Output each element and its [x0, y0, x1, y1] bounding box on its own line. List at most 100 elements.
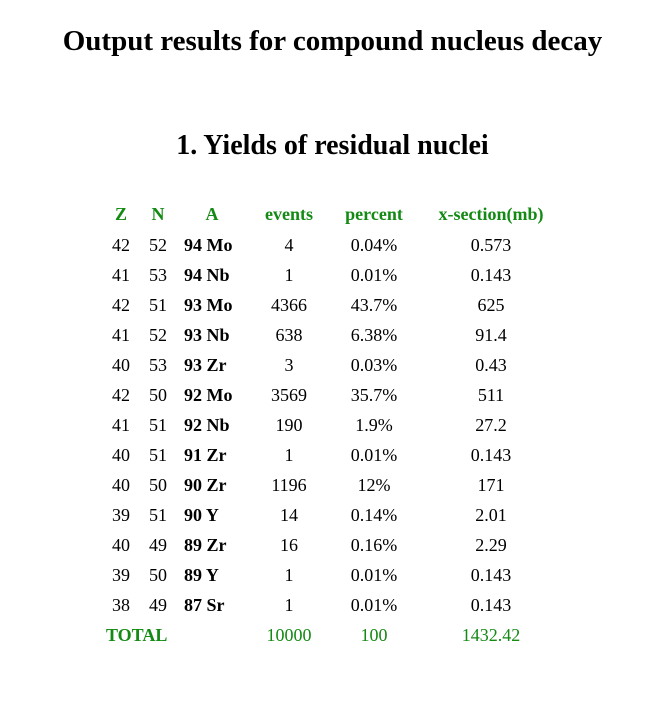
- section-title: 1. Yields of residual nuclei: [176, 130, 489, 161]
- cell-nucleus: 93 Mo: [184, 294, 233, 315]
- table-row: 42 50 92 Mo 3569 35.7% 511: [102, 380, 564, 410]
- cell-events: 1: [284, 264, 294, 285]
- cell-n: 53: [149, 354, 167, 375]
- cell-percent: 1.9%: [355, 414, 393, 435]
- header-percent: percent: [345, 203, 403, 224]
- cell-x-section: 0.143: [470, 594, 512, 615]
- cell-n: 52: [149, 234, 167, 255]
- cell-events: 638: [275, 324, 303, 345]
- cell-n: 53: [149, 264, 167, 285]
- table-row: 40 49 89 Zr 16 0.16% 2.29: [102, 530, 564, 560]
- cell-percent: 0.01%: [350, 264, 398, 285]
- table-row: 41 52 93 Nb 638 6.38% 91.4: [102, 320, 564, 350]
- cell-z: 38: [112, 594, 130, 615]
- cell-events: 16: [280, 534, 298, 555]
- cell-n: 51: [149, 504, 167, 525]
- total-percent: 100: [360, 624, 388, 645]
- cell-percent: 12%: [357, 474, 391, 495]
- cell-x-section: 625: [477, 294, 505, 315]
- cell-z: 40: [112, 474, 130, 495]
- cell-n: 51: [149, 414, 167, 435]
- cell-n: 50: [149, 384, 167, 405]
- cell-z: 39: [112, 504, 130, 525]
- cell-x-section: 511: [477, 384, 505, 405]
- cell-x-section: 2.01: [475, 504, 507, 525]
- cell-percent: 0.01%: [350, 444, 398, 465]
- cell-x-section: 0.143: [470, 564, 512, 585]
- cell-nucleus: 92 Mo: [184, 384, 233, 405]
- table-row: 40 51 91 Zr 1 0.01% 0.143: [102, 440, 564, 470]
- header-x-section: x-section(mb): [438, 203, 544, 224]
- table-row: 39 50 89 Y 1 0.01% 0.143: [102, 560, 564, 590]
- cell-x-section: 0.573: [470, 234, 512, 255]
- cell-nucleus: 94 Nb: [184, 264, 230, 285]
- cell-events: 1: [284, 594, 294, 615]
- cell-z: 41: [112, 324, 130, 345]
- cell-z: 42: [112, 384, 130, 405]
- cell-n: 49: [149, 534, 167, 555]
- cell-x-section: 2.29: [475, 534, 507, 555]
- cell-events: 4: [284, 234, 294, 255]
- cell-nucleus: 87 Sr: [184, 594, 225, 615]
- cell-nucleus: 92 Nb: [184, 414, 230, 435]
- cell-percent: 0.03%: [350, 354, 398, 375]
- cell-events: 1196: [271, 474, 307, 495]
- total-row: TOTAL 10000 100 1432.42: [102, 620, 564, 650]
- cell-percent: 35.7%: [350, 384, 398, 405]
- cell-percent: 6.38%: [350, 324, 398, 345]
- table-row: 42 52 94 Mo 4 0.04% 0.573: [102, 230, 564, 260]
- cell-z: 42: [112, 294, 130, 315]
- header-z: Z: [114, 203, 127, 224]
- cell-x-section: 0.43: [475, 354, 507, 375]
- table-row: 40 53 93 Zr 3 0.03% 0.43: [102, 350, 564, 380]
- cell-percent: 0.01%: [350, 564, 398, 585]
- table-row: 41 51 92 Nb 190 1.9% 27.2: [102, 410, 564, 440]
- cell-nucleus: 91 Zr: [184, 444, 227, 465]
- cell-percent: 0.14%: [350, 504, 398, 525]
- page-title: Output results for compound nucleus deca…: [62, 25, 603, 57]
- cell-z: 41: [112, 414, 130, 435]
- cell-n: 50: [149, 474, 167, 495]
- table-row: 41 53 94 Nb 1 0.01% 0.143: [102, 260, 564, 290]
- total-x-section: 1432.42: [461, 624, 521, 645]
- cell-x-section: 0.143: [470, 444, 512, 465]
- table-row: 38 49 87 Sr 1 0.01% 0.143: [102, 590, 564, 620]
- cell-n: 52: [149, 324, 167, 345]
- cell-nucleus: 90 Zr: [184, 474, 227, 495]
- cell-events: 3569: [271, 384, 307, 405]
- cell-events: 3: [284, 354, 294, 375]
- header-a: A: [205, 203, 219, 224]
- cell-percent: 0.01%: [350, 594, 398, 615]
- table-header-row: Z N A events percent x-section(mb): [102, 198, 564, 230]
- cell-x-section: 27.2: [475, 414, 507, 435]
- total-label: TOTAL: [106, 624, 168, 645]
- cell-events: 1: [284, 444, 294, 465]
- cell-nucleus: 90 Y: [184, 504, 219, 525]
- cell-x-section: 91.4: [475, 324, 507, 345]
- cell-nucleus: 93 Nb: [184, 324, 230, 345]
- header-n: N: [151, 203, 165, 224]
- cell-events: 14: [280, 504, 298, 525]
- cell-z: 40: [112, 354, 130, 375]
- cell-n: 49: [149, 594, 167, 615]
- cell-events: 1: [284, 564, 294, 585]
- cell-z: 41: [112, 264, 130, 285]
- cell-x-section: 171: [477, 474, 505, 495]
- cell-x-section: 0.143: [470, 264, 512, 285]
- header-events: events: [265, 203, 313, 224]
- cell-percent: 43.7%: [350, 294, 398, 315]
- cell-z: 39: [112, 564, 130, 585]
- cell-percent: 0.16%: [350, 534, 398, 555]
- cell-events: 4366: [271, 294, 307, 315]
- total-events: 10000: [266, 624, 312, 645]
- cell-n: 50: [149, 564, 167, 585]
- table-row: 39 51 90 Y 14 0.14% 2.01: [102, 500, 564, 530]
- table-row: 42 51 93 Mo 4366 43.7% 625: [102, 290, 564, 320]
- cell-z: 42: [112, 234, 130, 255]
- cell-events: 190: [275, 414, 303, 435]
- cell-percent: 0.04%: [350, 234, 398, 255]
- cell-n: 51: [149, 294, 167, 315]
- cell-nucleus: 93 Zr: [184, 354, 227, 375]
- cell-z: 40: [112, 444, 130, 465]
- cell-nucleus: 89 Y: [184, 564, 219, 585]
